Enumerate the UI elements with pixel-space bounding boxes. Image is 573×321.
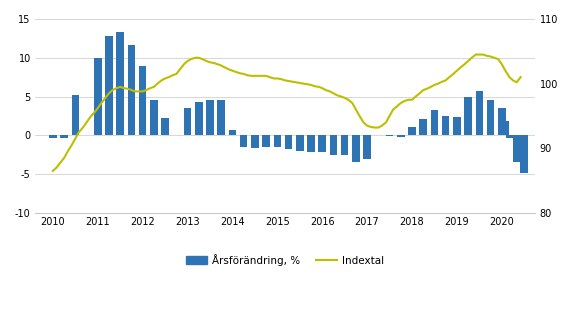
- Bar: [498, 108, 505, 135]
- Bar: [319, 135, 326, 152]
- Bar: [240, 135, 248, 147]
- Bar: [442, 116, 449, 135]
- Bar: [72, 95, 79, 135]
- Bar: [285, 135, 292, 149]
- Bar: [116, 32, 124, 135]
- Bar: [262, 135, 270, 147]
- Bar: [476, 91, 483, 135]
- Bar: [273, 135, 281, 147]
- Bar: [341, 135, 348, 155]
- Bar: [161, 118, 169, 135]
- Bar: [105, 36, 113, 135]
- Bar: [486, 100, 494, 135]
- Bar: [296, 135, 304, 151]
- Bar: [49, 135, 57, 138]
- Bar: [251, 135, 258, 149]
- Bar: [229, 130, 236, 135]
- Bar: [408, 127, 416, 135]
- Bar: [352, 135, 360, 162]
- Bar: [195, 102, 203, 135]
- Bar: [307, 135, 315, 152]
- Bar: [94, 58, 101, 135]
- Bar: [397, 135, 405, 137]
- Bar: [329, 135, 337, 155]
- Bar: [513, 135, 520, 162]
- Bar: [60, 135, 68, 138]
- Bar: [464, 97, 472, 135]
- Bar: [150, 100, 158, 135]
- Bar: [501, 121, 509, 135]
- Bar: [386, 135, 394, 136]
- Legend: Årsförändring, %, Indextal: Årsförändring, %, Indextal: [182, 249, 388, 270]
- Bar: [431, 110, 438, 135]
- Bar: [453, 117, 461, 135]
- Bar: [520, 135, 528, 173]
- Bar: [128, 45, 135, 135]
- Bar: [505, 135, 513, 138]
- Bar: [363, 135, 371, 159]
- Bar: [206, 100, 214, 135]
- Bar: [139, 66, 147, 135]
- Bar: [184, 108, 191, 135]
- Bar: [217, 100, 225, 135]
- Bar: [419, 119, 427, 135]
